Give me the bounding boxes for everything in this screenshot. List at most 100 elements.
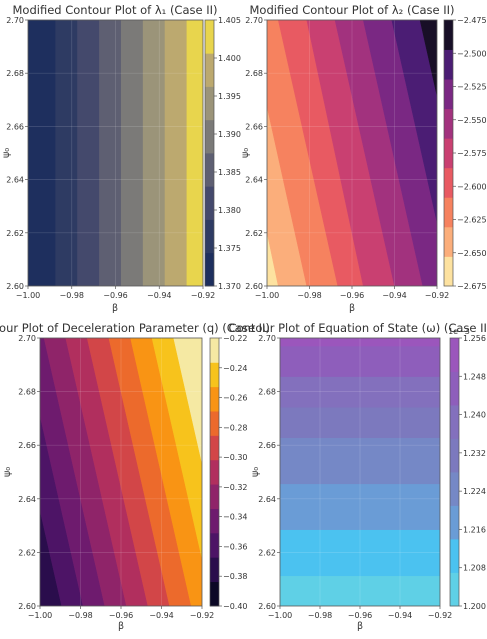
x-tick-label: −0.96 bbox=[348, 611, 373, 620]
grid bbox=[28, 20, 203, 286]
colorbar-segment bbox=[210, 386, 219, 412]
x-tick-label: −0.98 bbox=[68, 611, 93, 620]
colorbar-segment bbox=[444, 197, 453, 228]
x-tick-label: −0.94 bbox=[382, 291, 407, 300]
y-tick-label: 2.66 bbox=[6, 122, 24, 131]
colorbar-tick-label: −2.475 bbox=[457, 16, 487, 25]
contour-band bbox=[55, 20, 78, 286]
colorbar-tick-label: −2.550 bbox=[457, 116, 487, 125]
contour-band bbox=[164, 20, 188, 286]
colorbar-tick-label: −0.32 bbox=[223, 483, 248, 492]
colorbar-segment bbox=[450, 405, 459, 439]
colorbar-segment bbox=[210, 508, 219, 534]
colorbar-segment bbox=[205, 53, 214, 87]
contour-band bbox=[280, 437, 440, 485]
plot-area bbox=[267, 20, 437, 286]
contour-band bbox=[28, 20, 56, 286]
colorbar-tick-label: −0.36 bbox=[223, 542, 248, 551]
axis-ticks: −1.00 −0.98 −0.96 −0.94 −0.92 2.60 2.62 2.64 2.6… bbox=[258, 334, 452, 620]
colorbar-segment bbox=[205, 252, 214, 287]
contour-band bbox=[419, 20, 437, 98]
y-axis-label: ψ₀ bbox=[250, 467, 261, 477]
colorbar-tick-label: −2.625 bbox=[457, 216, 487, 225]
y-tick-label: 2.66 bbox=[258, 441, 276, 450]
x-axis-label: β bbox=[349, 303, 355, 314]
colorbar-segment bbox=[450, 338, 459, 372]
contour-band bbox=[280, 345, 440, 377]
colorbar-segment bbox=[444, 20, 453, 50]
colorbar-segment bbox=[444, 79, 453, 110]
colorbar-frame bbox=[209, 337, 220, 607]
y-tick-label: 2.64 bbox=[18, 495, 36, 504]
colorbar-segment bbox=[444, 108, 453, 139]
y-tick-label: 2.66 bbox=[245, 122, 263, 131]
colorbar-offset-label: 1e−3 bbox=[448, 327, 470, 336]
chart-title: Contour Plot of Deceleration Parameter (… bbox=[0, 321, 270, 335]
colorbar-tick-label: 1.224 bbox=[463, 487, 486, 496]
colorbar-tick-label: −0.26 bbox=[223, 394, 248, 403]
axis-ticks: −1.00 −0.98 −0.96 −0.94 −0.92 2.60 2.62 2.64 2.6… bbox=[6, 16, 215, 300]
grid bbox=[267, 20, 437, 286]
colorbar-frame bbox=[204, 19, 215, 287]
y-tick-label: 2.60 bbox=[18, 602, 36, 611]
x-tick-label: −0.96 bbox=[109, 611, 134, 620]
colorbar-segment bbox=[450, 371, 459, 406]
contour-band bbox=[186, 20, 203, 286]
colorbar-tick-label: −0.34 bbox=[223, 513, 248, 522]
x-tick-label: −0.94 bbox=[388, 611, 413, 620]
y-tick-label: 2.70 bbox=[245, 16, 263, 25]
colorbar-tick-label: −0.22 bbox=[223, 334, 248, 343]
y-tick-label: 2.68 bbox=[258, 388, 276, 397]
colorbar-segment bbox=[205, 119, 214, 154]
colorbar-segment bbox=[205, 153, 214, 187]
colorbar-tick-label: 1.390 bbox=[218, 130, 241, 139]
x-tick-label: −0.96 bbox=[340, 291, 365, 300]
contour-band bbox=[363, 20, 437, 286]
x-tick-label: −0.98 bbox=[59, 291, 84, 300]
contour-band bbox=[267, 20, 339, 286]
y-tick-label: 2.64 bbox=[258, 495, 276, 504]
colorbar-tick-label: 1.380 bbox=[218, 206, 241, 215]
grid bbox=[280, 338, 440, 606]
colorbar-segment bbox=[450, 438, 459, 473]
colorbar-segment bbox=[210, 581, 219, 607]
colorbar-tick-label: −2.675 bbox=[457, 282, 487, 291]
contour-band bbox=[99, 20, 122, 286]
y-tick-label: 2.68 bbox=[18, 388, 36, 397]
colorbar: −0.22 −0.24 −0.26 −0.28 −0.30 −0.32 −0.34 −0.36… bbox=[209, 334, 248, 611]
colorbar-segment bbox=[205, 20, 214, 54]
contour-band bbox=[43, 338, 127, 606]
chart-title: Modified Contour Plot of λ₂ (Case II) bbox=[250, 3, 455, 17]
x-tick-label: −0.94 bbox=[147, 291, 172, 300]
colorbar-tick-label: 1.208 bbox=[463, 564, 486, 573]
colorbar-tick-label: 1.395 bbox=[218, 92, 241, 101]
colorbar-segment bbox=[210, 362, 219, 388]
grid bbox=[40, 338, 202, 606]
colorbar-segment bbox=[450, 505, 459, 540]
colorbar-tick-label: 1.370 bbox=[218, 282, 241, 291]
contour-band bbox=[280, 575, 440, 606]
y-tick-label: 2.70 bbox=[258, 334, 276, 343]
y-tick-label: 2.60 bbox=[258, 602, 276, 611]
x-tick-label: −0.92 bbox=[191, 291, 216, 300]
contour-band bbox=[278, 20, 364, 286]
contour-band bbox=[142, 20, 166, 286]
contour-band bbox=[173, 338, 202, 465]
colorbar-tick-label: −2.525 bbox=[457, 83, 487, 92]
panel-lambda2: Modified Contour Plot of λ₂ (Case II) −1… bbox=[240, 3, 487, 314]
contour-band bbox=[280, 376, 440, 408]
colorbar: −2.475 −2.500 −2.525 −2.550 −2.575 −2.600 −2.6… bbox=[443, 16, 487, 291]
y-tick-label: 2.64 bbox=[6, 176, 24, 185]
y-tick-label: 2.68 bbox=[245, 69, 263, 78]
colorbar-tick-label: 1.385 bbox=[218, 168, 241, 177]
colorbar-segment bbox=[205, 219, 214, 254]
colorbar-tick-label: −0.38 bbox=[223, 572, 248, 581]
colorbar-frame bbox=[449, 337, 460, 607]
y-tick-label: 2.62 bbox=[6, 229, 24, 238]
x-tick-label: −0.98 bbox=[297, 291, 322, 300]
contour-band bbox=[120, 20, 144, 286]
colorbar-tick-label: −2.500 bbox=[457, 49, 487, 58]
colorbar-segment bbox=[210, 557, 219, 583]
colorbar-segment bbox=[210, 338, 219, 363]
